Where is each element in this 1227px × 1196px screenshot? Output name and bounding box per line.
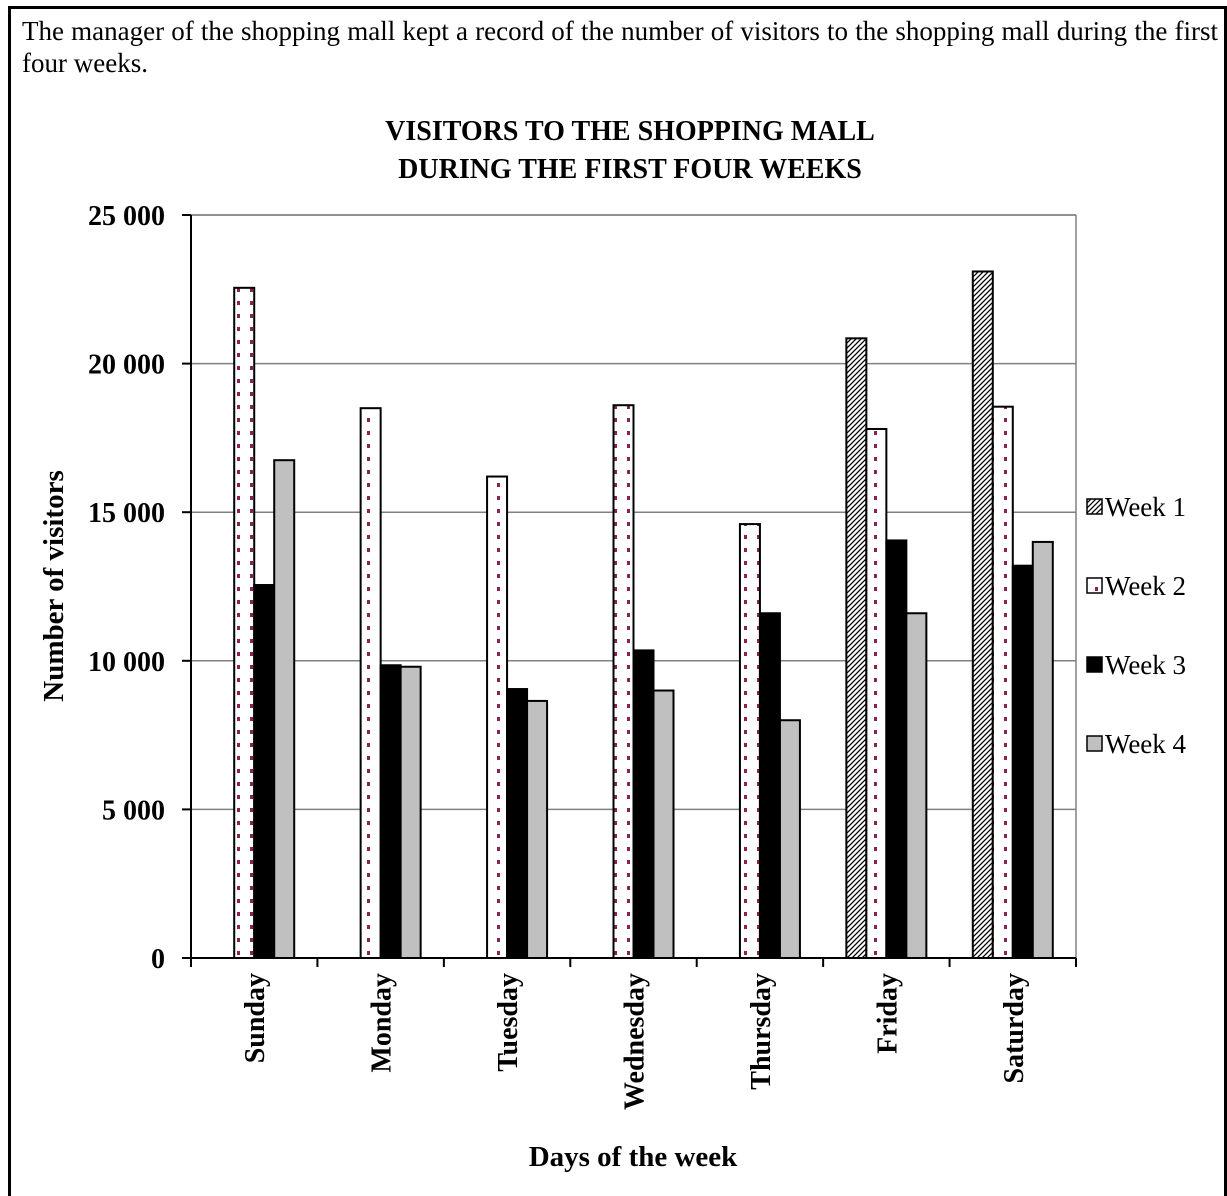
- legend-label-week-3: Week 3: [1105, 650, 1186, 680]
- chart-title-line-1: VISITORS TO THE SHOPPING MALL: [385, 116, 875, 147]
- bar-week-3-sunday: [253, 584, 276, 959]
- x-tick-label-tuesday: Tuesday: [493, 973, 524, 1072]
- bar-week-2-tuesday: [486, 475, 509, 959]
- legend-swatch-week-1: [1086, 498, 1103, 515]
- axes: [182, 214, 1077, 967]
- bar-week-2-friday: [865, 427, 888, 959]
- x-tick-label-sunday: Sunday: [240, 973, 271, 1063]
- bar-week-2-monday: [359, 407, 382, 959]
- legend-label-week-4: Week 4: [1105, 729, 1187, 759]
- bar-week-3-saturday: [1011, 564, 1034, 959]
- y-tick-label: 5 000: [102, 795, 165, 826]
- bar-week-2-thursday: [738, 523, 761, 959]
- bar-week-1-friday: [845, 337, 868, 959]
- bar-week-4-monday: [399, 665, 422, 960]
- bar-week-3-tuesday: [506, 688, 529, 959]
- bar-week-4-sunday: [273, 459, 296, 959]
- y-tick-label: 15 000: [88, 498, 165, 529]
- x-tick-label-saturday: Saturday: [999, 973, 1030, 1083]
- bar-week-2-saturday: [991, 405, 1014, 960]
- legend-swatch-week-4: [1086, 735, 1103, 752]
- intro-paragraph: The manager of the shopping mall kept a …: [22, 16, 1218, 78]
- bar-week-4-friday: [905, 612, 928, 959]
- bar-week-2-wednesday: [612, 404, 635, 959]
- legend: Week 1 Week 2 Week 3 Week 4: [1086, 492, 1187, 759]
- bar-week-2-sunday: [233, 286, 256, 959]
- legend-swatch-week-2: [1086, 577, 1103, 594]
- bar-week-4-tuesday: [526, 699, 549, 959]
- legend-label-week-2: Week 2: [1105, 571, 1186, 601]
- bar-week-3-monday: [379, 664, 402, 959]
- x-tick-label-friday: Friday: [872, 973, 903, 1054]
- y-axis-label: Number of visitors: [38, 470, 70, 701]
- bar-week-3-thursday: [758, 612, 781, 959]
- x-tick-labels: Sunday Monday Tuesday Wednesday Thursday Frid…: [240, 973, 1030, 1110]
- x-axis-label: Days of the week: [529, 1141, 738, 1173]
- x-tick-label-thursday: Thursday: [746, 973, 777, 1090]
- y-tick-label: 25 000: [88, 201, 165, 232]
- bar-week-3-friday: [885, 539, 908, 960]
- y-tick-label: 20 000: [88, 350, 165, 381]
- figure-frame: [8, 6, 1227, 1196]
- bars: [233, 270, 1054, 960]
- x-tick-label-wednesday: Wednesday: [620, 973, 651, 1110]
- bar-week-1-saturday: [971, 270, 994, 959]
- y-tick-label: 10 000: [88, 647, 165, 678]
- x-tick-label-monday: Monday: [367, 973, 398, 1073]
- y-tick-labels: 0 5 000 10 000 15 000 20 000 25 000: [88, 201, 165, 975]
- bar-week-3-wednesday: [632, 649, 655, 959]
- chart-title-line-2: DURING THE FIRST FOUR WEEKS: [398, 154, 862, 185]
- legend-swatch-week-3: [1086, 656, 1103, 673]
- bar-week-4-thursday: [778, 719, 801, 959]
- y-tick-label: 0: [151, 944, 165, 975]
- bar-week-4-wednesday: [652, 689, 675, 960]
- legend-label-week-1: Week 1: [1105, 492, 1186, 522]
- bar-week-4-saturday: [1031, 540, 1054, 959]
